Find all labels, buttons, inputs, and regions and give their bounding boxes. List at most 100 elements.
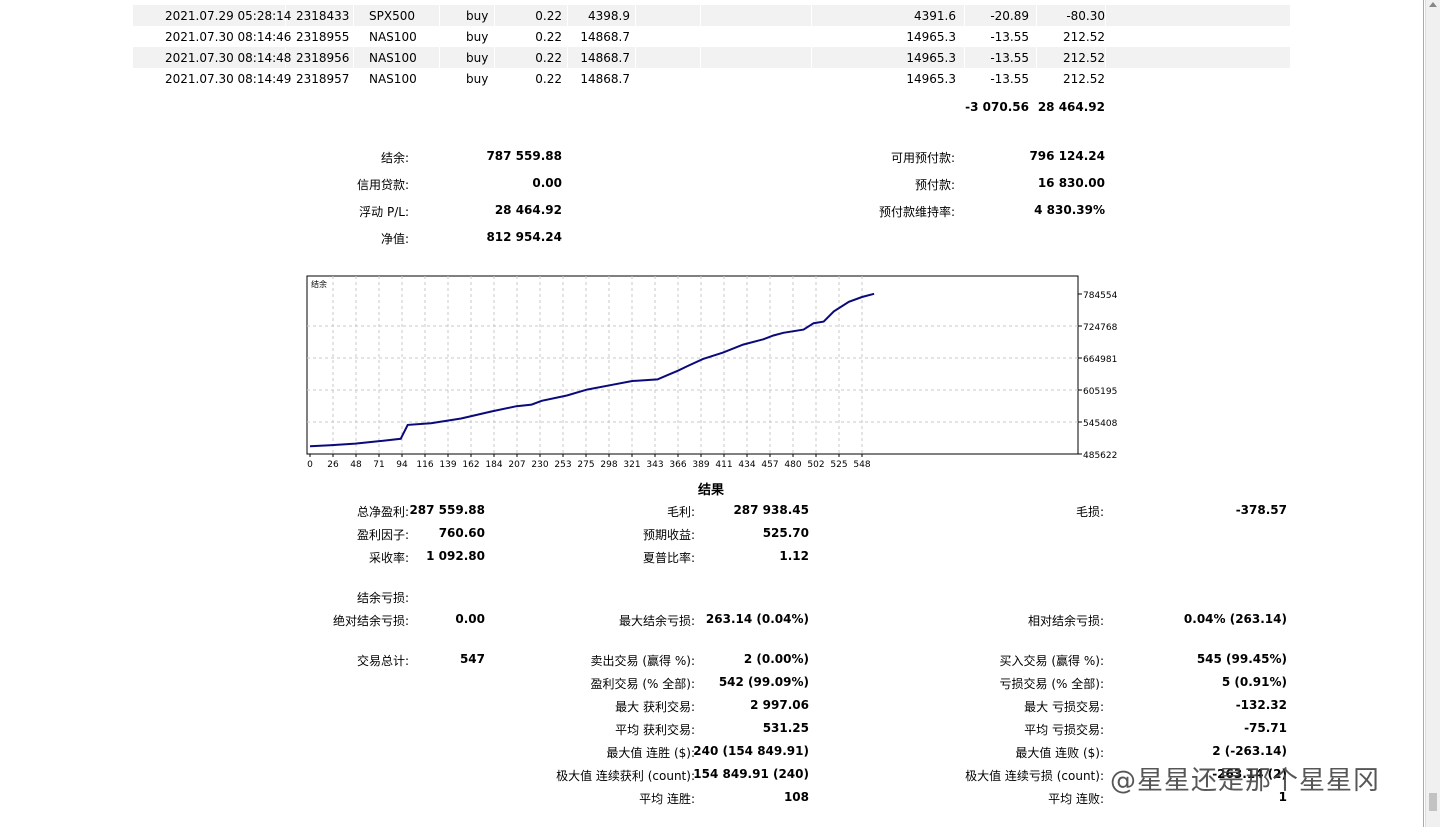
x-tick-label: 48 bbox=[350, 460, 362, 470]
max-profit-count-label: 极大值 连续获利 (count): bbox=[556, 769, 695, 783]
x-tick-label: 411 bbox=[715, 460, 732, 470]
table-cell-type: buy bbox=[466, 9, 489, 23]
x-tick-label: 298 bbox=[600, 460, 617, 470]
avg-losses-value: 1 bbox=[1278, 790, 1287, 804]
x-tick-label: 116 bbox=[416, 460, 433, 470]
profit-trades-label: 盈利交易 (% 全部): bbox=[590, 677, 695, 691]
profit-factor-label: 盈利因子: bbox=[356, 528, 409, 542]
table-cell-symbol: SPX500 bbox=[369, 9, 415, 23]
column-divider bbox=[1036, 47, 1037, 68]
x-tick-label: 480 bbox=[784, 460, 801, 470]
floating-label: 浮动 P/L: bbox=[359, 205, 409, 219]
table-cell-volume: 0.22 bbox=[535, 30, 562, 44]
balance-value: 787 559.88 bbox=[486, 149, 562, 163]
column-divider bbox=[353, 5, 354, 26]
profit-trades-value: 542 (99.09%) bbox=[718, 675, 809, 689]
table-cell-price: 14868.7 bbox=[580, 30, 630, 44]
x-tick-label: 275 bbox=[577, 460, 594, 470]
y-tick-label: 724768 bbox=[1083, 323, 1118, 333]
sharpe-value: 1.12 bbox=[779, 549, 809, 563]
page-border bbox=[1423, 0, 1424, 827]
drawdown-label: 结余亏损: bbox=[356, 591, 409, 605]
table-cell-profit: 212.52 bbox=[1063, 30, 1105, 44]
avg-loss-label: 平均 亏损交易: bbox=[1024, 723, 1104, 737]
watermark: @星星还是那个星星冈 bbox=[1110, 766, 1381, 796]
y-tick-label: 605195 bbox=[1083, 387, 1117, 397]
x-tick-label: 343 bbox=[646, 460, 663, 470]
table-cell-price: 14868.7 bbox=[580, 51, 630, 65]
max-losses-value: 2 (-263.14) bbox=[1212, 744, 1287, 758]
largest-loss-value: -132.32 bbox=[1235, 698, 1287, 712]
x-tick-label: 321 bbox=[623, 460, 640, 470]
table-cell-ticket: 2318956 bbox=[296, 51, 350, 65]
y-tick-label: 664981 bbox=[1083, 355, 1117, 365]
avg-profit-value: 531.25 bbox=[762, 721, 809, 735]
x-tick-label: 94 bbox=[396, 460, 408, 470]
x-tick-label: 139 bbox=[439, 460, 456, 470]
table-row: 2021.07.29 05:28:14 2318433 SPX500 buy 0.22 4… bbox=[133, 5, 1290, 26]
x-tick-label: 548 bbox=[853, 460, 870, 470]
x-tick-label: 0 bbox=[307, 460, 313, 470]
equity-label: 净值: bbox=[380, 232, 409, 246]
table-row: 2021.07.30 08:14:48 2318956 NAS100 buy 0.22 1… bbox=[133, 47, 1290, 68]
column-divider bbox=[494, 5, 495, 26]
x-tick-label: 162 bbox=[462, 460, 479, 470]
table-cell-profit: 212.52 bbox=[1063, 72, 1105, 86]
net-profit-label: 总净盈利: bbox=[356, 505, 409, 519]
x-tick-label: 434 bbox=[738, 460, 755, 470]
free-margin-value: 796 124.24 bbox=[1029, 149, 1105, 163]
table-cell-time: 2021.07.30 08:14:46 bbox=[165, 30, 292, 44]
y-tick-label: 545408 bbox=[1083, 419, 1118, 429]
table-cell-time: 2021.07.30 08:14:48 bbox=[165, 51, 292, 65]
table-cell-type: buy bbox=[466, 30, 489, 44]
scroll-thumb[interactable] bbox=[1429, 793, 1437, 811]
column-divider bbox=[811, 47, 812, 68]
balance-label: 结余: bbox=[380, 151, 409, 165]
table-cell-close: 14965.3 bbox=[906, 72, 956, 86]
gross-loss-value: -378.57 bbox=[1235, 503, 1287, 517]
avg-wins-value: 108 bbox=[783, 790, 809, 804]
column-divider bbox=[285, 5, 286, 26]
table-cell-close: 14965.3 bbox=[906, 30, 956, 44]
avg-profit-label: 平均 获利交易: bbox=[615, 723, 695, 737]
loss-trades-label: 亏损交易 (% 全部): bbox=[999, 677, 1104, 691]
x-tick-label: 26 bbox=[327, 460, 339, 470]
column-divider bbox=[567, 47, 568, 68]
expected-payoff-value: 525.70 bbox=[762, 526, 809, 540]
max-wins-value: 240 (154 849.91) bbox=[693, 744, 809, 758]
free-margin-label: 可用预付款: bbox=[890, 151, 955, 165]
gross-profit-label: 毛利: bbox=[666, 505, 695, 519]
avg-loss-value: -75.71 bbox=[1244, 721, 1287, 735]
column-divider bbox=[1036, 5, 1037, 26]
column-divider bbox=[353, 47, 354, 68]
gross-loss-label: 毛损: bbox=[1075, 505, 1104, 519]
column-divider bbox=[285, 47, 286, 68]
column-divider bbox=[439, 47, 440, 68]
x-tick-label: 230 bbox=[531, 460, 548, 470]
column-divider bbox=[1105, 5, 1106, 26]
y-tick-label: 784554 bbox=[1083, 291, 1118, 301]
table-cell-type: buy bbox=[466, 51, 489, 65]
credit-value: 0.00 bbox=[532, 176, 562, 190]
x-tick-label: 457 bbox=[761, 460, 778, 470]
total-trades-label: 交易总计: bbox=[356, 654, 409, 668]
x-tick-label: 366 bbox=[669, 460, 686, 470]
column-divider bbox=[439, 5, 440, 26]
table-cell-time: 2021.07.29 05:28:14 bbox=[165, 9, 292, 23]
column-divider bbox=[635, 5, 636, 26]
scroll-up-arrow-icon[interactable] bbox=[1429, 2, 1437, 7]
short-label: 卖出交易 (赢得 %): bbox=[590, 654, 695, 668]
table-cell-volume: 0.22 bbox=[535, 51, 562, 65]
table-cell-close: 4391.6 bbox=[914, 9, 956, 23]
table-cell-swap: -20.89 bbox=[990, 9, 1029, 23]
table-cell-swap: -13.55 bbox=[990, 72, 1029, 86]
abs-dd-value: 0.00 bbox=[455, 612, 485, 626]
max-loss-count-value: -263.14 (2) bbox=[1212, 767, 1287, 781]
vertical-scrollbar[interactable] bbox=[1425, 0, 1440, 827]
x-tick-label: 184 bbox=[485, 460, 502, 470]
max-dd-value: 263.14 (0.04%) bbox=[705, 612, 809, 626]
expected-payoff-label: 预期收益: bbox=[642, 528, 695, 542]
column-divider bbox=[494, 47, 495, 68]
chart-title: 结余 bbox=[311, 279, 327, 289]
margin-level-value: 4 830.39% bbox=[1034, 203, 1105, 217]
